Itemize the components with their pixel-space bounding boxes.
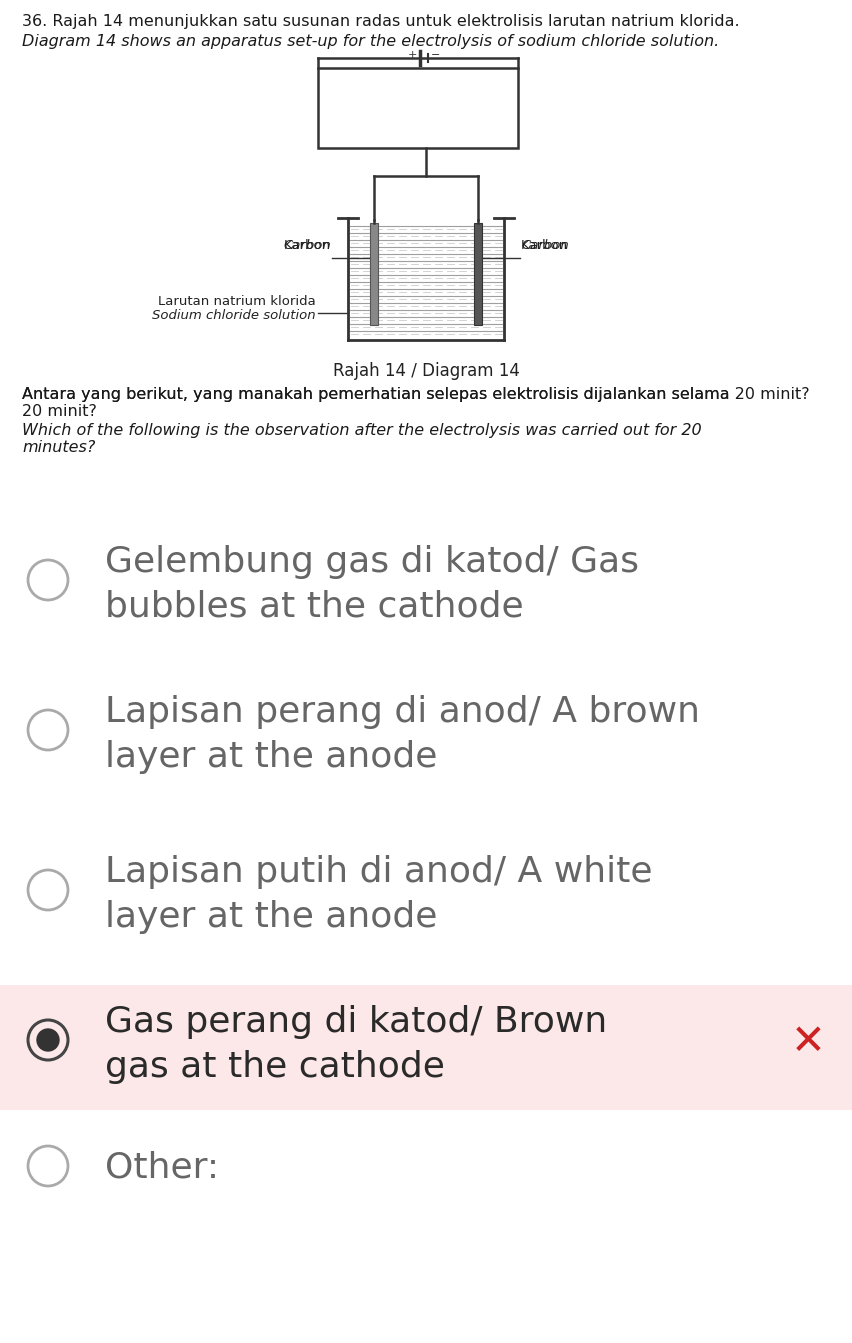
Text: Karbon: Karbon	[284, 239, 331, 252]
Circle shape	[37, 1029, 59, 1052]
Text: Gas perang di katod/ Brown
gas at the cathode: Gas perang di katod/ Brown gas at the ca…	[105, 1005, 607, 1084]
Text: Antara yang berikut, yang manakah pemerhatian selepas elektrolisis dijalankan se: Antara yang berikut, yang manakah pemerh…	[22, 387, 728, 419]
Text: Sodium chloride solution: Sodium chloride solution	[153, 309, 315, 322]
Text: Larutan natrium klorida: Larutan natrium klorida	[158, 295, 315, 308]
Text: Karbon: Karbon	[521, 239, 567, 252]
Text: Carbon: Carbon	[283, 224, 331, 252]
Text: Gelembung gas di katod/ Gas
bubbles at the cathode: Gelembung gas di katod/ Gas bubbles at t…	[105, 545, 638, 623]
Text: Rajah 14 / Diagram 14: Rajah 14 / Diagram 14	[332, 363, 519, 380]
Text: Diagram 14 shows an apparatus set-up for the electrolysis of sodium chloride sol: Diagram 14 shows an apparatus set-up for…	[22, 34, 718, 48]
Text: Other:: Other:	[105, 1151, 219, 1185]
Text: Lapisan putih di anod/ A white
layer at the anode: Lapisan putih di anod/ A white layer at …	[105, 855, 652, 933]
Bar	[474, 223, 481, 325]
Bar	[348, 226, 503, 338]
Text: 36. Rajah 14 menunjukkan satu susunan radas untuk elektrolisis larutan natrium k: 36. Rajah 14 menunjukkan satu susunan ra…	[22, 13, 739, 30]
Text: Which of the following is the observation after the electrolysis was carried out: Which of the following is the observatio…	[22, 423, 701, 455]
Bar	[0, 984, 852, 1111]
Text: −: −	[431, 50, 440, 60]
Bar	[318, 68, 517, 148]
Text: +: +	[407, 50, 416, 60]
Text: Lapisan perang di anod/ A brown
layer at the anode: Lapisan perang di anod/ A brown layer at…	[105, 694, 699, 774]
Text: Antara yang berikut, yang manakah pemerhatian selepas elektrolisis dijalankan se: Antara yang berikut, yang manakah pemerh…	[22, 387, 809, 402]
Text: Carbon: Carbon	[521, 224, 568, 252]
Bar	[370, 223, 377, 325]
Text: ✕: ✕	[790, 1021, 825, 1064]
